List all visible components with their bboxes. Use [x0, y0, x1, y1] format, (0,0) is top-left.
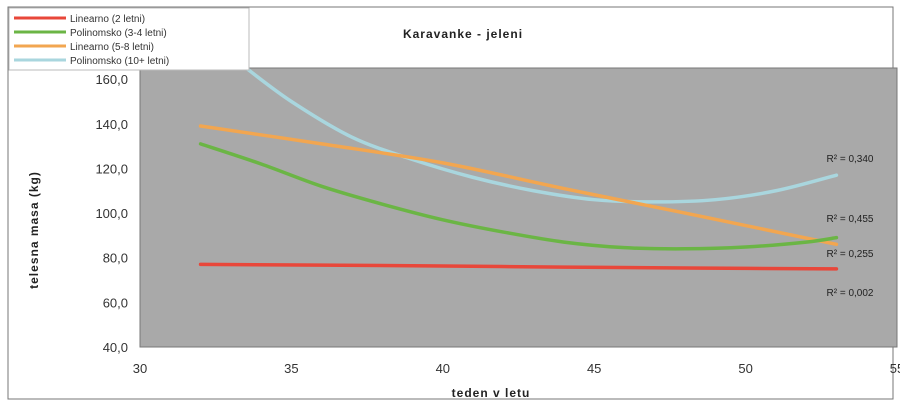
chart-title: Karavanke - jeleni — [403, 27, 523, 41]
y-tick-label: 140,0 — [95, 117, 128, 132]
y-axis-title: telesna masa (kg) — [27, 171, 41, 289]
y-tick-label: 160,0 — [95, 72, 128, 87]
legend: Linearno (2 letni) Polinomsko (3-4 letni)… — [8, 7, 250, 71]
y-tick-label: 60,0 — [103, 295, 128, 310]
series-line-1 — [198, 262, 839, 271]
x-tick-label: 30 — [133, 361, 147, 376]
y-axis-ticks: 40,0 60,0 80,0 100,0 120,0 140,0 160,0 — [95, 72, 128, 355]
r2-label-2: R² = 0,255 — [827, 249, 874, 260]
r2-labels: R² = 0,002 R² = 0,255 R² = 0,455 R² = 0,340 — [827, 154, 874, 299]
series-line-3 — [198, 124, 839, 247]
legend-label-4: Polinomsko (10+ letni) — [70, 56, 169, 67]
series-layer — [198, 68, 839, 271]
plot-area — [139, 67, 898, 348]
x-axis-ticks: 30 35 40 45 50 55 — [133, 361, 900, 376]
legend-label-1: Linearno (2 letni) — [70, 14, 145, 25]
legend-label-2: Polinomsko (3-4 letni) — [70, 28, 167, 39]
series-line-2 — [198, 142, 839, 251]
y-tick-label: 100,0 — [95, 206, 128, 221]
x-tick-label: 35 — [284, 361, 298, 376]
x-tick-label: 50 — [738, 361, 752, 376]
x-tick-label: 45 — [587, 361, 601, 376]
r2-label-1: R² = 0,002 — [827, 288, 874, 299]
r2-label-3: R² = 0,455 — [827, 214, 874, 225]
series-line-4 — [244, 68, 839, 204]
x-tick-label: 55 — [890, 361, 900, 376]
y-tick-label: 120,0 — [95, 161, 128, 176]
y-tick-label: 40,0 — [103, 340, 128, 355]
x-tick-label: 40 — [436, 361, 450, 376]
x-axis-title: teden v letu — [452, 386, 531, 400]
r2-label-4: R² = 0,340 — [827, 154, 874, 165]
y-tick-label: 80,0 — [103, 251, 128, 266]
legend-label-3: Linearno (5-8 letni) — [70, 42, 154, 53]
